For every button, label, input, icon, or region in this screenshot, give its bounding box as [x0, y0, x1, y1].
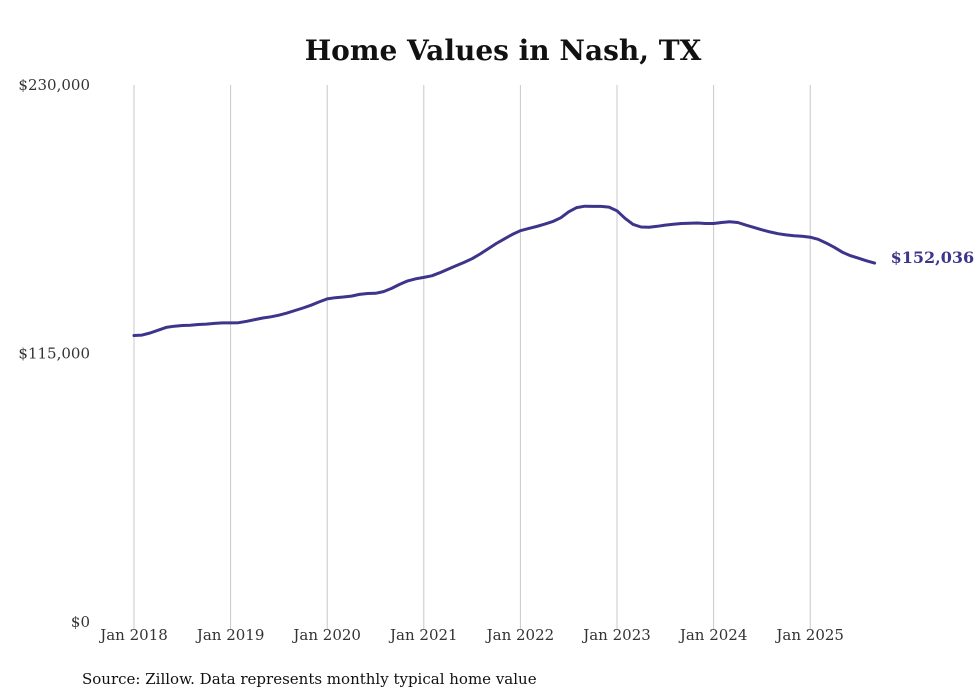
x-axis: Jan 2018 Jan 2019 Jan 2020 Jan 2021 Jan 2022… [98, 626, 844, 644]
y-tick-label: $0 [71, 613, 90, 631]
y-tick-label: $230,000 [18, 76, 90, 94]
x-tick-label: Jan 2024 [678, 626, 748, 644]
y-axis: $0 $115,000 $230,000 [18, 76, 90, 631]
grid-layer [133, 85, 811, 630]
end-value-label: $152,036 [891, 248, 975, 267]
series-layer: $152,036 [132, 204, 975, 337]
x-tick-label: Jan 2023 [581, 626, 651, 644]
x-tick-label: Jan 2022 [485, 626, 555, 644]
y-tick-label: $115,000 [18, 345, 90, 363]
series-line-home-value [132, 204, 877, 337]
chart-title: Home Values in Nash, TX [305, 34, 702, 67]
x-tick-label: Jan 2018 [98, 626, 168, 644]
source-note: Source: Zillow. Data represents monthly … [82, 670, 537, 688]
x-tick-label: Jan 2020 [291, 626, 361, 644]
x-tick-label: Jan 2021 [388, 626, 458, 644]
x-tick-label: Jan 2019 [195, 626, 265, 644]
x-tick-label: Jan 2025 [774, 626, 844, 644]
